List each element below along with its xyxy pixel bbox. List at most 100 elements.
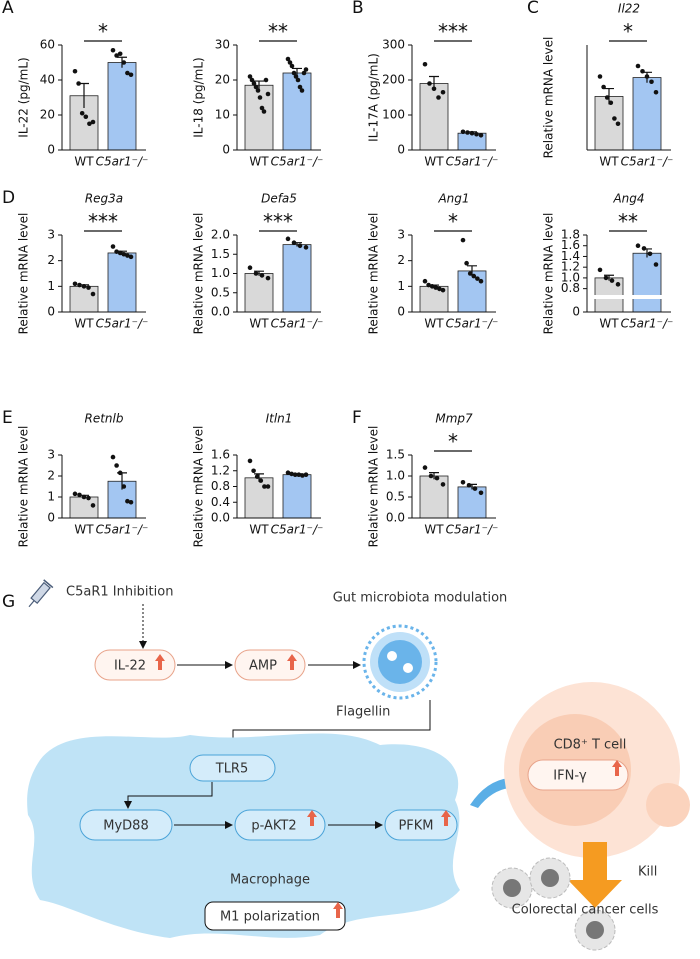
il22-node xyxy=(94,649,176,681)
y-axis-label: Relative mRNA level xyxy=(17,213,31,335)
data-point xyxy=(128,72,134,78)
y-tick-label: 10 xyxy=(215,108,230,122)
data-point xyxy=(285,470,291,476)
data-point xyxy=(635,243,641,249)
data-point xyxy=(265,275,271,281)
y-tick-label: 300 xyxy=(382,38,405,52)
y-tick-label: 200 xyxy=(382,73,405,87)
data-point xyxy=(110,47,116,53)
chart-title: Ang4 xyxy=(612,192,644,206)
y-tick-label: 0 xyxy=(222,143,230,157)
kill-label: Kill xyxy=(638,865,657,880)
data-point xyxy=(257,95,263,100)
microbe-icon xyxy=(362,624,438,700)
inhibitor-label: C5aR1 Inhibition xyxy=(66,585,173,600)
amp-node xyxy=(234,649,306,681)
data-point xyxy=(474,131,479,137)
data-point xyxy=(296,472,302,477)
data-point xyxy=(615,121,621,127)
data-point xyxy=(263,77,269,83)
bar xyxy=(107,252,137,313)
data-point xyxy=(259,105,265,111)
microbiota-label: Gut microbiota modulation xyxy=(333,591,508,606)
il22-label: IL-22 xyxy=(114,659,146,674)
data-point xyxy=(289,63,295,69)
data-point xyxy=(608,100,614,106)
y-tick-label: 1.0 xyxy=(211,266,230,280)
data-point xyxy=(114,53,119,58)
data-point xyxy=(86,495,91,501)
data-point xyxy=(117,51,123,57)
data-point xyxy=(460,129,466,135)
y-tick-label: 1.2 xyxy=(561,260,580,274)
significance-label: *** xyxy=(438,20,468,44)
data-point xyxy=(285,56,291,62)
y-tick-label: 1 xyxy=(397,279,405,293)
data-point xyxy=(247,265,253,271)
y-axis-label: Relative mRNA level xyxy=(192,213,206,335)
x-tick-label: C5ar1⁻/⁻ xyxy=(446,523,499,537)
flagellin-label: Flagellin xyxy=(336,705,390,720)
y-tick-label: 0.0 xyxy=(211,305,230,319)
y-tick-label: 0 xyxy=(47,305,55,319)
data-point xyxy=(262,484,267,489)
error-bar xyxy=(429,472,439,480)
data-point xyxy=(635,63,641,69)
x-tick-label: WT xyxy=(74,523,94,537)
data-point xyxy=(128,499,134,505)
bar xyxy=(457,270,487,313)
significance-label: ** xyxy=(618,210,638,234)
data-point xyxy=(251,81,257,86)
y-tick-label: 20 xyxy=(40,108,55,122)
y-axis-label: Relative mRNA level xyxy=(542,213,556,335)
y-tick-label: 0 xyxy=(47,143,55,157)
data-point xyxy=(297,84,303,90)
data-point xyxy=(460,237,466,243)
y-tick-label: 0.8 xyxy=(561,281,580,295)
panel-label: E xyxy=(2,408,13,428)
significance-label: * xyxy=(448,210,458,234)
m1-node xyxy=(204,901,346,931)
axis-break xyxy=(582,295,672,299)
chart-title: Mmp7 xyxy=(435,412,473,426)
data-point xyxy=(597,74,603,79)
x-tick-label: WT xyxy=(249,155,269,169)
y-tick-label: 3 xyxy=(397,228,405,242)
y-tick-label: 0 xyxy=(397,143,405,157)
data-point xyxy=(110,454,116,460)
data-point xyxy=(615,282,621,287)
bar xyxy=(244,477,274,519)
data-point xyxy=(609,278,615,283)
data-point xyxy=(644,74,650,79)
cd8-label: CD8⁺ T cell xyxy=(554,738,627,753)
x-tick-label: C5ar1⁻/⁻ xyxy=(621,155,674,169)
tlr5-node xyxy=(189,754,276,782)
data-point xyxy=(81,284,87,289)
data-point xyxy=(478,490,484,496)
significance-label: * xyxy=(448,430,458,454)
chart-title: Defa5 xyxy=(261,192,297,206)
x-tick-label: WT xyxy=(74,155,94,169)
data-point xyxy=(603,275,609,281)
data-point xyxy=(653,89,659,95)
data-point xyxy=(478,133,484,138)
data-point xyxy=(121,251,127,257)
bar xyxy=(282,244,312,313)
data-point xyxy=(653,262,659,267)
chart-title: Il22 xyxy=(618,2,640,16)
significance-label: * xyxy=(98,20,108,44)
data-point xyxy=(87,121,92,127)
error-bar xyxy=(604,274,614,281)
m1-label: M1 polarization xyxy=(220,910,320,925)
x-tick-label: WT xyxy=(249,317,269,331)
data-point xyxy=(125,70,130,76)
data-point xyxy=(117,250,123,256)
y-tick-label: 1.5 xyxy=(386,448,405,462)
y-tick-label: 1.5 xyxy=(211,247,230,261)
y-axis-label: Relative mRNA level xyxy=(17,426,31,548)
data-point xyxy=(249,77,255,83)
pakt2-node xyxy=(234,809,326,841)
data-point xyxy=(434,475,440,481)
data-point xyxy=(422,61,428,67)
